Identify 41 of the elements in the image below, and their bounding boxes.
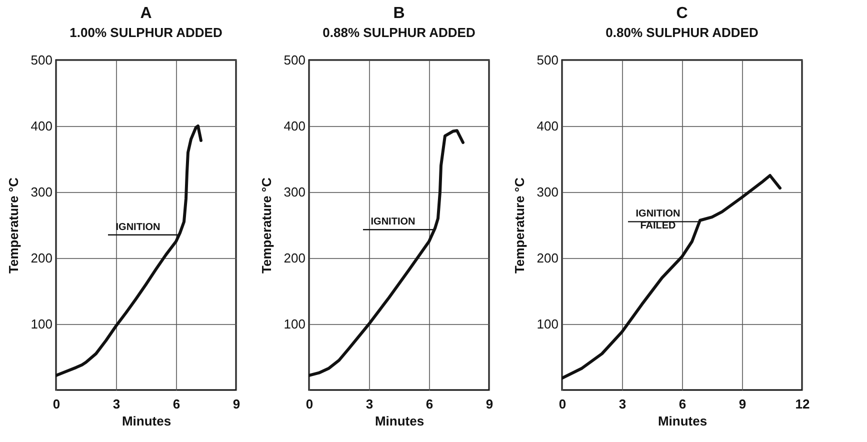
- chart-subtitle: 1.00% SULPHUR ADDED: [70, 25, 222, 40]
- x-tick-label: 3: [618, 396, 626, 412]
- y-tick-label: 300: [284, 184, 306, 200]
- x-tick-label: 0: [306, 396, 314, 412]
- x-tick-label: 6: [678, 396, 686, 412]
- y-axis-title: Temperature °C: [6, 176, 21, 274]
- y-tick-label: 400: [284, 118, 306, 134]
- y-tick-label: 300: [536, 184, 558, 200]
- y-tick-label: 200: [536, 250, 558, 266]
- chart-title: C: [676, 5, 688, 22]
- chart-title: A: [140, 5, 152, 22]
- y-tick-label: 500: [536, 52, 558, 68]
- y-tick-label: 500: [284, 52, 306, 68]
- chart-subtitle: 0.80% SULPHUR ADDED: [606, 25, 758, 40]
- y-axis-title: Temperature °C: [258, 176, 274, 274]
- y-tick-label: 400: [536, 118, 558, 134]
- x-tick-label: 0: [52, 396, 60, 412]
- y-tick-label: 200: [284, 250, 306, 266]
- x-tick-label: 3: [366, 396, 374, 412]
- x-axis-title: Minutes: [122, 414, 172, 428]
- y-tick-label: 400: [30, 118, 52, 134]
- x-tick-label: 6: [426, 396, 434, 412]
- chart-subtitle: 0.88% SULPHUR ADDED: [322, 25, 476, 40]
- x-tick-label: 12: [795, 396, 810, 412]
- y-tick-label: 200: [30, 250, 52, 266]
- x-axis-title: Minutes: [658, 414, 708, 428]
- x-tick-label: 6: [172, 396, 180, 412]
- y-axis-title: Temperature °C: [512, 176, 527, 274]
- x-tick-label: 3: [112, 396, 120, 412]
- y-tick-label: 100: [536, 316, 558, 332]
- annotation: IGNITION: [370, 216, 416, 228]
- y-tick-label: 100: [30, 316, 52, 332]
- y-tick-label: 300: [30, 184, 52, 200]
- x-tick-label: 0: [558, 396, 566, 412]
- chart-title: B: [393, 5, 405, 22]
- y-tick-label: 500: [30, 52, 52, 68]
- x-tick-label: 9: [232, 396, 240, 412]
- y-tick-label: 100: [284, 316, 306, 332]
- x-axis-title: Minutes: [374, 414, 424, 428]
- x-tick-label: 9: [486, 396, 494, 412]
- x-tick-label: 9: [738, 396, 746, 412]
